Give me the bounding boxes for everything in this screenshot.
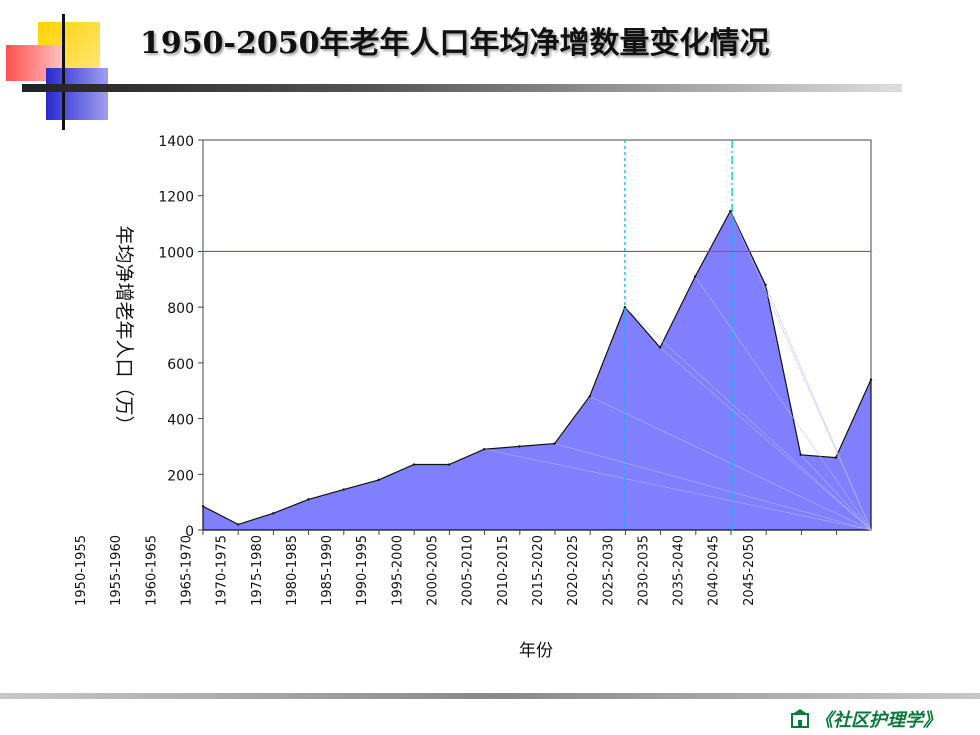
area-artifact-line: [694, 276, 872, 531]
x-tick-label: 2045-2050: [742, 535, 757, 606]
data-point: [764, 283, 767, 287]
area-artifact-line: [730, 210, 872, 531]
footer-course-name: 《社区护理学》: [815, 710, 941, 731]
y-tick-label: 200: [167, 468, 194, 484]
y-tick-label: 400: [167, 413, 194, 429]
x-axis-label: 年份: [519, 641, 553, 661]
footer-rule: [0, 693, 980, 699]
x-tick-label: 1965-1970: [179, 535, 194, 606]
x-tick-label: 1990-1995: [355, 535, 370, 606]
data-point: [447, 463, 451, 466]
title-underline: [22, 84, 902, 92]
area-artifact-line: [659, 347, 872, 531]
x-tick-label: 1975-1980: [250, 535, 265, 606]
area-artifact-line: [765, 284, 872, 531]
data-point: [412, 463, 416, 466]
data-point: [588, 395, 591, 398]
x-tick-label: 2015-2020: [531, 535, 546, 606]
y-tick-label: 0: [185, 524, 194, 540]
area-artifact-line: [624, 306, 872, 531]
data-point: [729, 209, 732, 213]
data-point: [272, 512, 275, 515]
deco-blue-square: [46, 68, 108, 120]
y-tick-label: 800: [167, 301, 194, 317]
data-point: [342, 488, 345, 491]
x-tick-label: 1955-1960: [109, 535, 124, 606]
slide-title: 1950-2050年老年人口年均净增数量变化情况: [140, 26, 770, 61]
y-tick-label: 1000: [158, 245, 194, 261]
data-point: [377, 478, 380, 482]
area-artifact-line: [554, 443, 872, 531]
x-tick-label: 2025-2030: [601, 535, 616, 606]
x-tick-label: 2030-2035: [636, 535, 651, 606]
x-tick-label: 2010-2015: [496, 535, 511, 606]
x-tick-label: 2005-2010: [461, 535, 476, 606]
data-point: [236, 523, 240, 526]
data-point: [799, 453, 802, 456]
x-tick-label: 2040-2045: [707, 535, 722, 606]
data-point: [553, 442, 556, 445]
data-point: [869, 378, 873, 381]
x-tick-label: 2020-2025: [566, 535, 581, 606]
data-point: [834, 456, 838, 459]
data-point: [483, 448, 486, 451]
x-tick-label: 1960-1965: [144, 535, 159, 606]
building-icon: [791, 709, 809, 728]
area-artifact-line: [484, 448, 872, 531]
x-tick-label: 2000-2005: [426, 535, 441, 606]
data-point: [307, 498, 310, 501]
x-tick-label: 1995-2000: [390, 535, 405, 606]
y-axis-label: 年均净增老年人口（万）: [113, 225, 135, 434]
x-tick-label: 1950-1955: [74, 535, 89, 606]
deco-vertical-line: [62, 14, 65, 130]
area-chart: 0 200 400 600 800 1000 1200 1400 1950-1955 1955-1…: [74, 134, 873, 661]
x-tick-label: 1985-1990: [320, 535, 335, 606]
data-point: [658, 346, 662, 349]
data-point: [201, 505, 205, 508]
x-tick-label: 1980-1985: [285, 535, 300, 606]
y-tick-label: 1200: [158, 190, 194, 206]
x-tick-label: 2035-2040: [672, 535, 687, 606]
y-tick-label: 1400: [158, 134, 194, 150]
data-point: [694, 275, 697, 278]
y-tick-label: 600: [167, 357, 194, 373]
area-artifact-line: [589, 395, 872, 531]
x-tick-label: 1970-1975: [215, 535, 230, 606]
data-point: [623, 305, 627, 309]
area-artifact-line: [800, 454, 872, 531]
data-point: [518, 445, 521, 448]
